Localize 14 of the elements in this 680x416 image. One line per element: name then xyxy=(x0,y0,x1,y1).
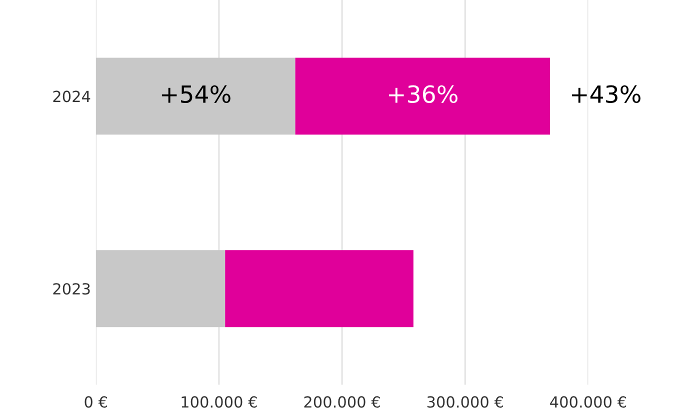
annotation: +54% xyxy=(162,85,230,104)
x-tick-label: 100.000 € xyxy=(182,396,257,408)
x-tick-label: 400.000 € xyxy=(550,396,626,408)
x-tick-label: 200.000 € xyxy=(304,396,380,408)
x-tick-label: 300.000 € xyxy=(427,396,503,408)
bar xyxy=(96,250,226,328)
bar xyxy=(295,58,550,135)
annotation: +43% xyxy=(572,85,640,104)
y-tick-label: 2023 xyxy=(53,283,90,295)
x-tick-label: 0 € xyxy=(84,396,108,408)
bar xyxy=(225,250,414,328)
y-tick-label: 2024 xyxy=(53,90,90,102)
bar xyxy=(96,58,296,135)
annotation: +36% xyxy=(389,85,458,104)
